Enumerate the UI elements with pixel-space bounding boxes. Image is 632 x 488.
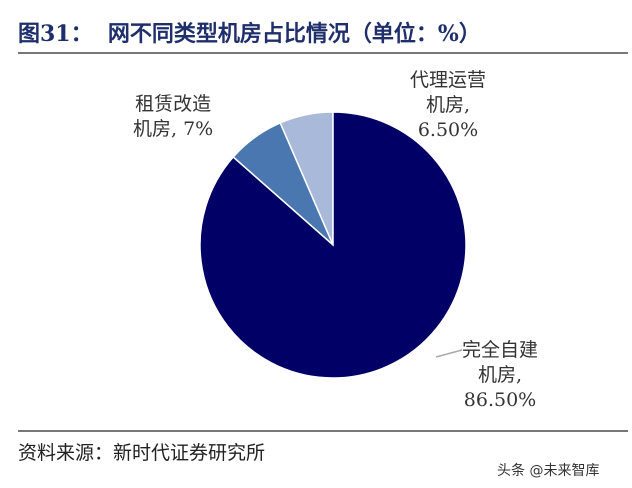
label-line: 机房, 7%: [133, 118, 214, 140]
pie-slice: [199, 111, 467, 379]
label-agent: 代理运营机房, 6.50%: [410, 68, 486, 143]
label-line: 6.50%: [417, 119, 479, 141]
figure-title: 图31： 网不同类型机房占比情况（单位：%）: [18, 21, 481, 47]
label-self-built: 完全自建机房, 86.50%: [462, 338, 538, 413]
label-line: 完全自建: [462, 339, 539, 361]
label-line: 租赁改造: [135, 93, 212, 115]
leader-line: [435, 349, 463, 358]
top-rule: [18, 52, 628, 54]
source-note: 资料来源：新时代证券研究所: [18, 442, 266, 464]
label-lease: 租赁改造机房, 7%: [133, 92, 213, 142]
bottom-rule: [18, 430, 628, 432]
label-line: 机房,: [425, 94, 471, 116]
label-line: 机房,: [477, 364, 523, 386]
label-line: 86.50%: [463, 389, 537, 411]
label-line: 代理运营: [410, 69, 487, 91]
watermark: 头条 @未来智库: [497, 463, 600, 479]
